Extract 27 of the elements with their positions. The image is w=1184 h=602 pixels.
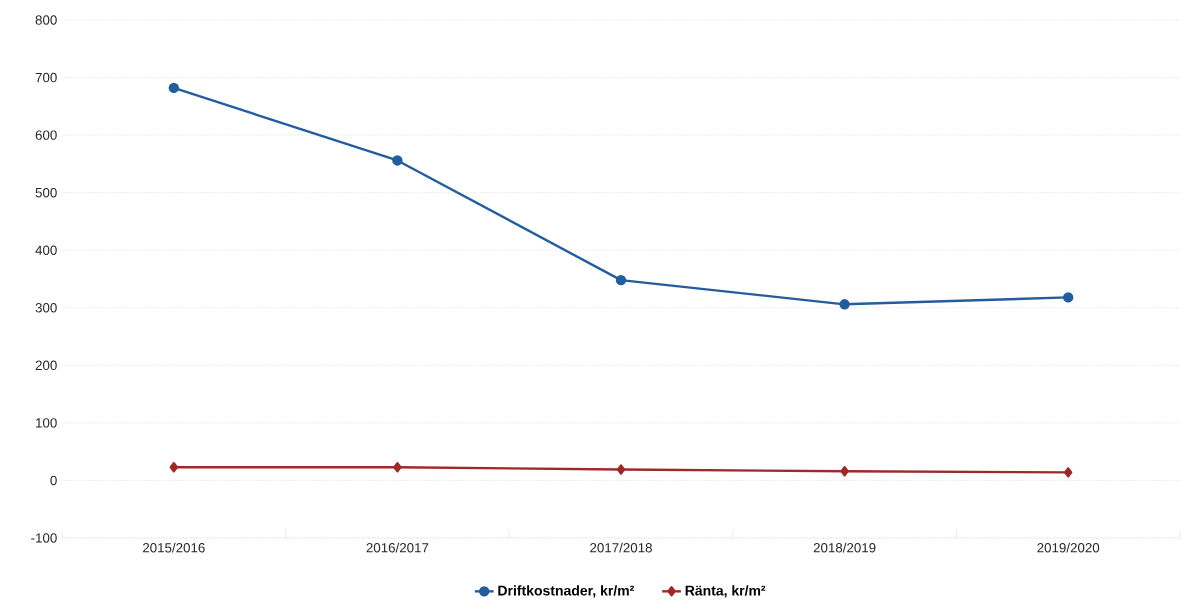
point <box>616 464 626 475</box>
y-tick-label: 400 <box>35 245 57 255</box>
x-tick-label: 2019/2020 <box>1037 542 1100 553</box>
y-tick-label: 700 <box>35 72 57 83</box>
y-tick-label: 0 <box>50 475 57 486</box>
point <box>840 466 849 477</box>
legend-label: Ränta, kr/m² <box>685 585 766 598</box>
point <box>1063 292 1074 303</box>
point <box>168 82 180 94</box>
legend-label: Driftkostnader, kr/m² <box>498 585 635 598</box>
y-tick-label: 300 <box>35 303 57 313</box>
y-tick-label: 500 <box>35 187 57 198</box>
y-tick-label: -100 <box>31 533 57 543</box>
point <box>393 462 402 473</box>
point <box>392 155 403 166</box>
point <box>839 299 850 310</box>
y-tick-label: 600 <box>35 130 57 140</box>
x-tick-label: 2015/2016 <box>142 542 205 553</box>
x-tick-label: 2018/2019 <box>813 542 876 553</box>
point <box>615 274 627 286</box>
y-tick-label: 800 <box>35 15 57 25</box>
y-tick-label: 200 <box>35 360 57 371</box>
x-tick-label: 2017/2018 <box>590 542 652 553</box>
point <box>169 462 179 473</box>
point <box>1064 467 1073 478</box>
x-tick-label: 2016/2017 <box>366 542 429 553</box>
y-tick-label: 100 <box>36 418 57 428</box>
